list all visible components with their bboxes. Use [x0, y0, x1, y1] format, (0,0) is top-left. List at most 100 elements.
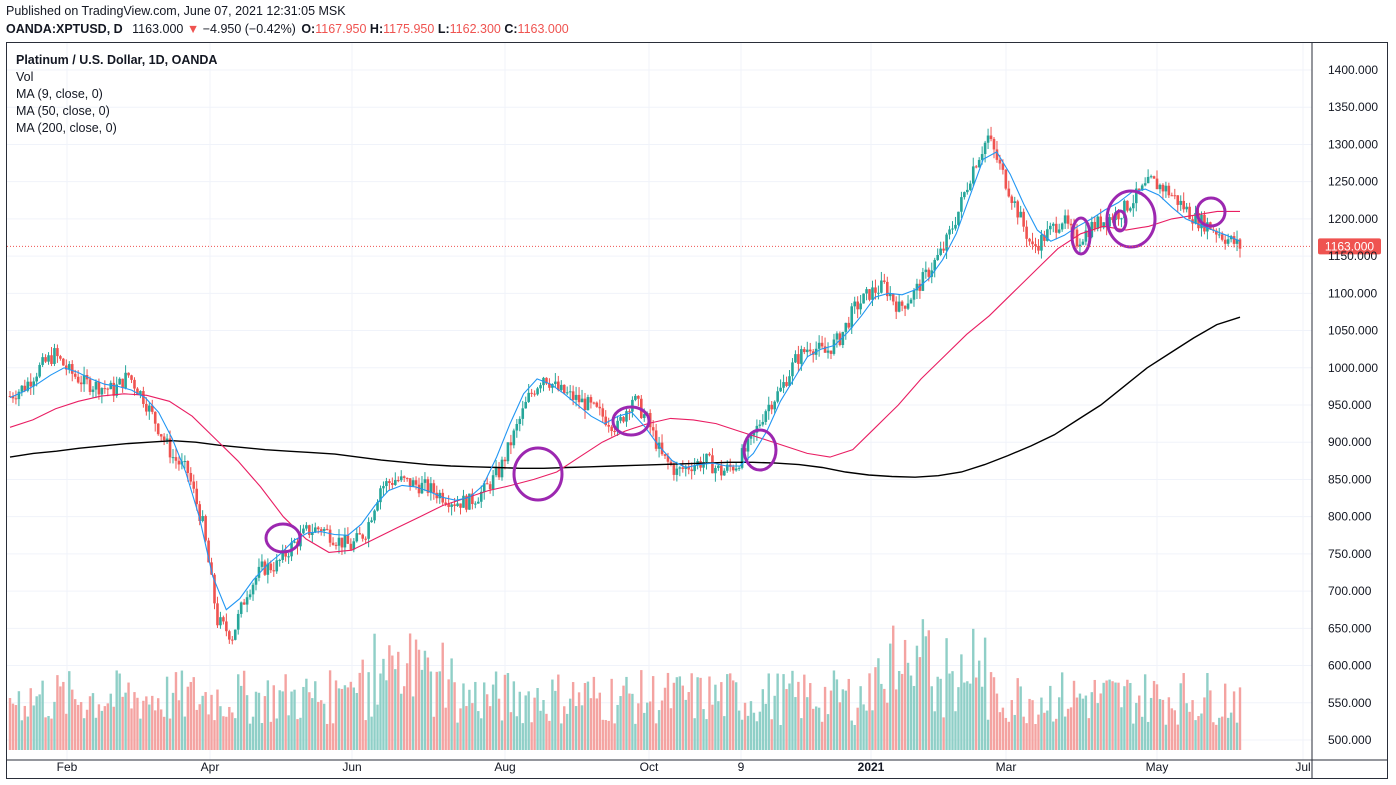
volume-bar [222, 716, 225, 750]
volume-bar [180, 670, 184, 750]
volume-bar [1004, 717, 1008, 750]
open-label: O: [301, 22, 316, 36]
candle-body [462, 495, 465, 508]
candle-body [485, 483, 489, 485]
candle-body [800, 349, 803, 364]
candle-body [225, 621, 228, 632]
chart-frame [6, 42, 1388, 779]
candle-body [725, 464, 729, 471]
volume-bar [723, 716, 726, 750]
volume-bar [847, 678, 850, 750]
candle-body [44, 357, 47, 362]
candle-body [604, 416, 608, 426]
candle-body [883, 280, 886, 282]
legend-item-vol[interactable]: Vol [16, 70, 34, 84]
volume-bar [168, 718, 172, 750]
candle-body [622, 417, 625, 422]
volume-bar [764, 703, 767, 750]
candle-body [423, 479, 427, 483]
volume-bar [512, 681, 516, 750]
x-tick-label: Feb [57, 760, 78, 774]
candle-body [545, 377, 548, 384]
legend-item-ma50[interactable]: MA (50, close, 0) [16, 104, 110, 118]
volume-bar [823, 686, 827, 750]
candle-body [1043, 234, 1046, 241]
candle-body [536, 388, 539, 395]
volume-bar [998, 712, 1002, 750]
candle-body [204, 516, 207, 541]
candle-body [918, 283, 922, 291]
candle-body [506, 442, 510, 462]
candle-body [198, 504, 201, 522]
candle-body [586, 397, 590, 411]
volume-bar [71, 689, 74, 750]
volume-bar [986, 719, 990, 750]
candle-body [1084, 230, 1088, 242]
candle-body [17, 391, 21, 400]
candle-body [871, 287, 874, 300]
volume-bar [1135, 702, 1138, 750]
candle-body [159, 434, 163, 437]
candle-body [1063, 215, 1067, 224]
volume-bar [966, 681, 969, 750]
volume-bar [76, 704, 80, 750]
volume-bar [468, 689, 471, 750]
volume-bar [832, 670, 836, 750]
legend-item-ma200[interactable]: MA (200, close, 0) [16, 121, 117, 135]
candle-body [340, 537, 344, 548]
volume-bar [666, 672, 670, 750]
candle-body [201, 516, 204, 522]
candle-body [853, 301, 856, 307]
volume-bar [346, 687, 350, 750]
volume-bar [1167, 697, 1171, 750]
annotation-circle [1112, 209, 1128, 233]
volume-bar [1063, 716, 1067, 750]
candle-body [891, 294, 895, 302]
volume-bar [803, 674, 806, 750]
volume-bar [293, 689, 296, 750]
legend-item-ma9[interactable]: MA (9, close, 0) [16, 87, 103, 101]
candle-body [1226, 239, 1230, 244]
candle-body [399, 476, 403, 481]
volume-bar [494, 671, 498, 750]
candle-body [1155, 178, 1159, 190]
candle-body [23, 385, 27, 391]
candle-body [592, 402, 596, 404]
volume-bar [405, 663, 409, 750]
volume-bar [17, 691, 21, 750]
volume-bar [1081, 698, 1085, 750]
candle-body [263, 561, 267, 575]
high-label: H: [369, 22, 384, 36]
volume-bar [239, 685, 243, 750]
candle-body [245, 597, 249, 605]
candle-body [468, 493, 471, 510]
candle-body [1238, 239, 1242, 249]
volume-bar [183, 716, 187, 750]
candle-body [1034, 244, 1037, 247]
candle-body [770, 404, 774, 410]
candle-body [666, 455, 670, 462]
candle-body [186, 460, 190, 473]
candle-body [91, 389, 95, 392]
candle-body [740, 448, 744, 468]
candle-body [79, 382, 83, 385]
volume-bar [491, 684, 495, 750]
volume-bar [94, 717, 98, 750]
candle-body [992, 139, 996, 150]
candle-body [797, 354, 800, 364]
volume-bar [1191, 700, 1194, 750]
volume-bar [228, 706, 231, 750]
volume-bar [281, 691, 284, 750]
candle-body [782, 382, 785, 388]
volume-bar [272, 685, 275, 750]
volume-bar [388, 645, 391, 750]
volume-bar [100, 710, 104, 750]
volume-bar [165, 676, 169, 750]
volume-bar [809, 683, 812, 750]
y-tick-label: 1400.000 [1328, 63, 1378, 77]
candle-body [207, 540, 210, 563]
candle-body [444, 502, 447, 505]
volume-bar [1143, 674, 1147, 750]
x-tick-label: Mar [996, 760, 1017, 774]
